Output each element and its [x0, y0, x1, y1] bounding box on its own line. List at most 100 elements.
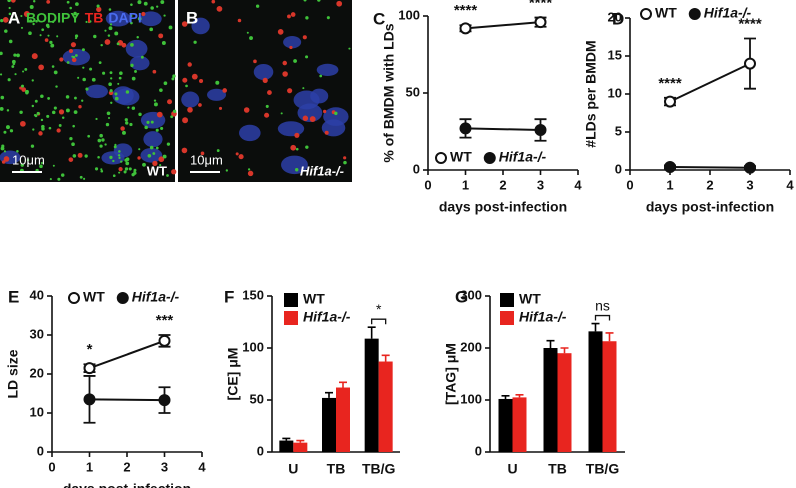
bacteria — [171, 169, 177, 175]
lipid-droplet — [138, 112, 142, 117]
bracket — [594, 314, 611, 321]
lipid-droplet — [40, 94, 44, 99]
lipid-droplet — [89, 67, 93, 71]
lipid-droplet — [47, 34, 50, 37]
y-tick-label: 100 — [460, 391, 482, 406]
lipid-droplet — [8, 39, 13, 44]
legend-label: Hif1a-/- — [303, 309, 351, 325]
lipid-droplet — [102, 71, 106, 75]
lipid-droplet — [31, 79, 34, 82]
bacteria — [198, 103, 202, 107]
x-axis-label: days post-infection — [63, 481, 191, 488]
bar — [336, 387, 350, 452]
error-bar — [282, 437, 291, 441]
legend-label: WT — [519, 291, 541, 307]
bacteria — [237, 18, 242, 23]
legend-swatch — [500, 293, 514, 307]
lipid-droplet — [13, 53, 17, 57]
lipid-droplet — [280, 112, 283, 115]
lipid-droplet — [58, 124, 62, 127]
lipid-droplet — [112, 174, 116, 178]
lipid-droplet — [46, 114, 50, 118]
lipid-droplet — [127, 106, 130, 109]
point — [744, 57, 756, 70]
lipid-droplet — [124, 118, 128, 122]
bacteria — [158, 33, 164, 39]
panel-label: C — [373, 9, 385, 28]
lipid-droplet — [60, 173, 65, 177]
lipid-droplet — [166, 174, 169, 177]
lipid-droplet — [0, 106, 4, 111]
lipid-droplet — [140, 55, 144, 59]
lipid-droplet — [130, 3, 133, 6]
lipid-droplet — [216, 149, 220, 152]
lipid-droplet — [40, 118, 44, 122]
bacteria — [211, 0, 216, 4]
lipid-droplet — [72, 154, 77, 158]
lipid-droplet — [171, 77, 175, 81]
lipid-droplet — [185, 84, 188, 88]
lipid-droplet — [94, 167, 99, 171]
legend-label: Hif1a-/- — [704, 5, 752, 21]
lipid-droplet — [153, 99, 157, 102]
bar — [557, 353, 572, 452]
bacteria — [2, 16, 9, 23]
bar — [293, 442, 308, 452]
lipid-droplet — [22, 70, 25, 73]
bacteria — [38, 64, 44, 71]
lipid-droplet — [108, 26, 113, 31]
panel-label: E — [8, 287, 19, 306]
lipid-droplet — [0, 146, 5, 151]
bacteria — [181, 21, 188, 27]
x-tick-label: TB — [548, 461, 567, 477]
legend-swatch — [284, 293, 298, 307]
lipid-droplet — [56, 35, 59, 38]
lipid-droplet — [128, 167, 132, 171]
point — [459, 122, 472, 135]
lipid-droplet — [71, 142, 75, 147]
line — [669, 62, 751, 103]
lipid-droplet — [41, 28, 45, 32]
micrographs: A 10μm WT BODIPY TB DAPI B 10μm Hif1a-/- — [0, 0, 352, 182]
lipid-droplet — [11, 59, 16, 64]
nucleus — [253, 63, 274, 80]
lipid-droplet — [8, 6, 11, 10]
lipid-droplet — [99, 133, 103, 138]
bacteria — [324, 130, 329, 135]
lipid-droplet — [4, 29, 8, 33]
y-axis-label: #LDs per BMDM — [583, 40, 599, 147]
legend-marker — [483, 152, 496, 164]
x-tick-label: TB/G — [586, 461, 620, 477]
lipid-droplet — [29, 4, 34, 9]
lipid-droplet — [30, 144, 35, 148]
x-tick-label: 4 — [574, 177, 582, 192]
y-tick-label: 300 — [460, 287, 482, 302]
lipid-droplet — [109, 89, 113, 93]
bacteria — [118, 167, 123, 172]
error-bar — [381, 354, 390, 362]
lipid-droplet — [65, 108, 70, 113]
lipid-droplet — [133, 170, 136, 173]
bacteria — [104, 39, 111, 45]
bacteria — [21, 87, 27, 92]
nucleus — [316, 63, 339, 76]
x-tick-label: 3 — [161, 459, 168, 474]
point — [664, 95, 676, 108]
bacteria — [181, 147, 188, 154]
significance: *** — [156, 312, 174, 329]
error-bar — [325, 391, 333, 398]
bacteria — [216, 5, 223, 12]
lipid-droplet — [5, 125, 10, 130]
lipid-droplet — [6, 109, 10, 112]
x-tick-label: TB/G — [362, 461, 396, 477]
lipid-droplet — [84, 154, 88, 158]
error-bar — [501, 395, 510, 399]
lipid-droplet — [101, 138, 105, 142]
lipid-droplet — [55, 85, 58, 88]
bacteria — [243, 107, 250, 113]
lipid-droplet — [12, 18, 16, 21]
lipid-droplet — [16, 53, 20, 58]
lipid-droplet — [51, 110, 56, 115]
bacteria — [70, 42, 77, 48]
